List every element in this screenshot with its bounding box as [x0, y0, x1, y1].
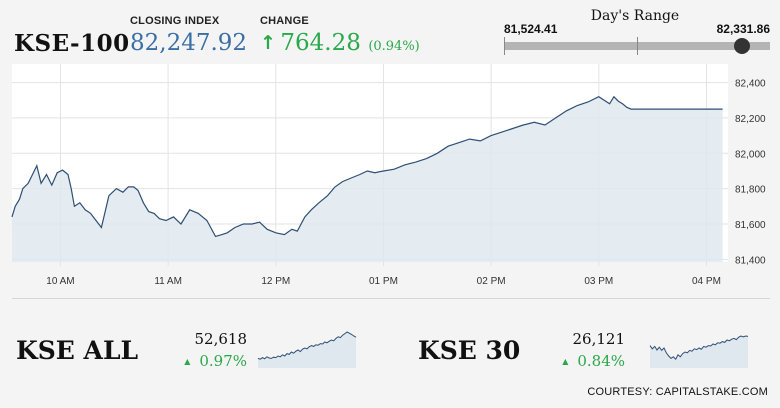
x-tick-label: 01 PM [369, 276, 398, 287]
kse-all-change: ▲ 0.97% [141, 352, 247, 370]
change-value: 764.28 [280, 30, 361, 56]
kse-all-name: KSE ALL [16, 336, 139, 365]
index-area-fill [12, 96, 723, 262]
section-divider [12, 298, 770, 299]
ticker-symbol: KSE-100 [14, 30, 130, 57]
y-tick-label: 82,200 [735, 114, 766, 125]
kse-all-change-percent: 0.97% [199, 352, 247, 370]
kse-30-sparkline [649, 335, 749, 368]
kse100-intraday-chart: 82,400 82,200 82,000 81,800 81,600 81,400 10 … [11, 64, 766, 287]
kse-all-up-arrow-icon: ▲ [184, 357, 191, 366]
kse-all-value: 52,618 [194, 330, 248, 348]
closing-index-label: CLOSING INDEX [130, 15, 220, 27]
y-tick-label: 82,400 [735, 79, 766, 90]
y-tick-label: 81,400 [735, 255, 766, 266]
days-range-high: 82,331.86 [716, 22, 770, 36]
days-range-track [504, 37, 770, 55]
source-credit: COURTESY: CAPITALSTAKE.COM [587, 386, 768, 398]
kse-all-sparkline [257, 331, 357, 368]
x-tick-label: 03 PM [584, 276, 613, 287]
x-axis-labels: 10 AM 11 AM 12 PM 01 PM 02 PM 03 PM 04 PM [46, 276, 721, 287]
sparkline-line [257, 331, 357, 360]
range-start-tick [504, 37, 505, 55]
x-tick-label: 04 PM [692, 276, 721, 287]
kse-30-summary: KSE 30 26,121 ▲ 0.84% [418, 326, 753, 376]
kse-all-summary: KSE ALL 52,618 ▲ 0.97% [16, 326, 361, 376]
kse-30-change-percent: 0.84% [577, 352, 625, 370]
kse-30-change: ▲ 0.84% [518, 352, 625, 370]
range-mid-tick [637, 37, 638, 55]
y-tick-label: 81,800 [735, 185, 766, 196]
change-percent: (0.94%) [368, 39, 420, 54]
days-range: Day's Range 81,524.41 82,331.86 [500, 8, 770, 60]
kse-30-name: KSE 30 [418, 336, 521, 365]
header: KSE-100 CLOSING INDEX 82,247.92 CHANGE ↑… [0, 0, 780, 62]
days-range-title: Day's Range [590, 8, 680, 24]
y-tick-label: 81,600 [735, 220, 766, 231]
closing-index-value: 82,247.92 [130, 30, 248, 56]
sparkline-area [258, 332, 356, 368]
change-label: CHANGE [260, 15, 309, 27]
days-range-low: 81,524.41 [504, 22, 558, 36]
y-axis-labels: 82,400 82,200 82,000 81,800 81,600 81,400 [735, 79, 766, 267]
x-tick-label: 02 PM [477, 276, 506, 287]
up-arrow-icon: ↑ [260, 32, 276, 54]
sparkline-line [649, 335, 749, 361]
sparkline-area [650, 336, 748, 368]
index-line [11, 95, 723, 238]
x-tick-label: 11 AM [154, 276, 182, 287]
x-tick-label: 10 AM [46, 276, 74, 287]
kse-30-value: 26,121 [572, 330, 626, 348]
change-group: ↑ 764.28 (0.94%) [260, 30, 420, 56]
range-current-marker [734, 38, 751, 54]
y-tick-label: 82,000 [735, 149, 766, 160]
x-tick-label: 12 PM [261, 276, 290, 287]
kse-30-up-arrow-icon: ▲ [562, 357, 569, 366]
